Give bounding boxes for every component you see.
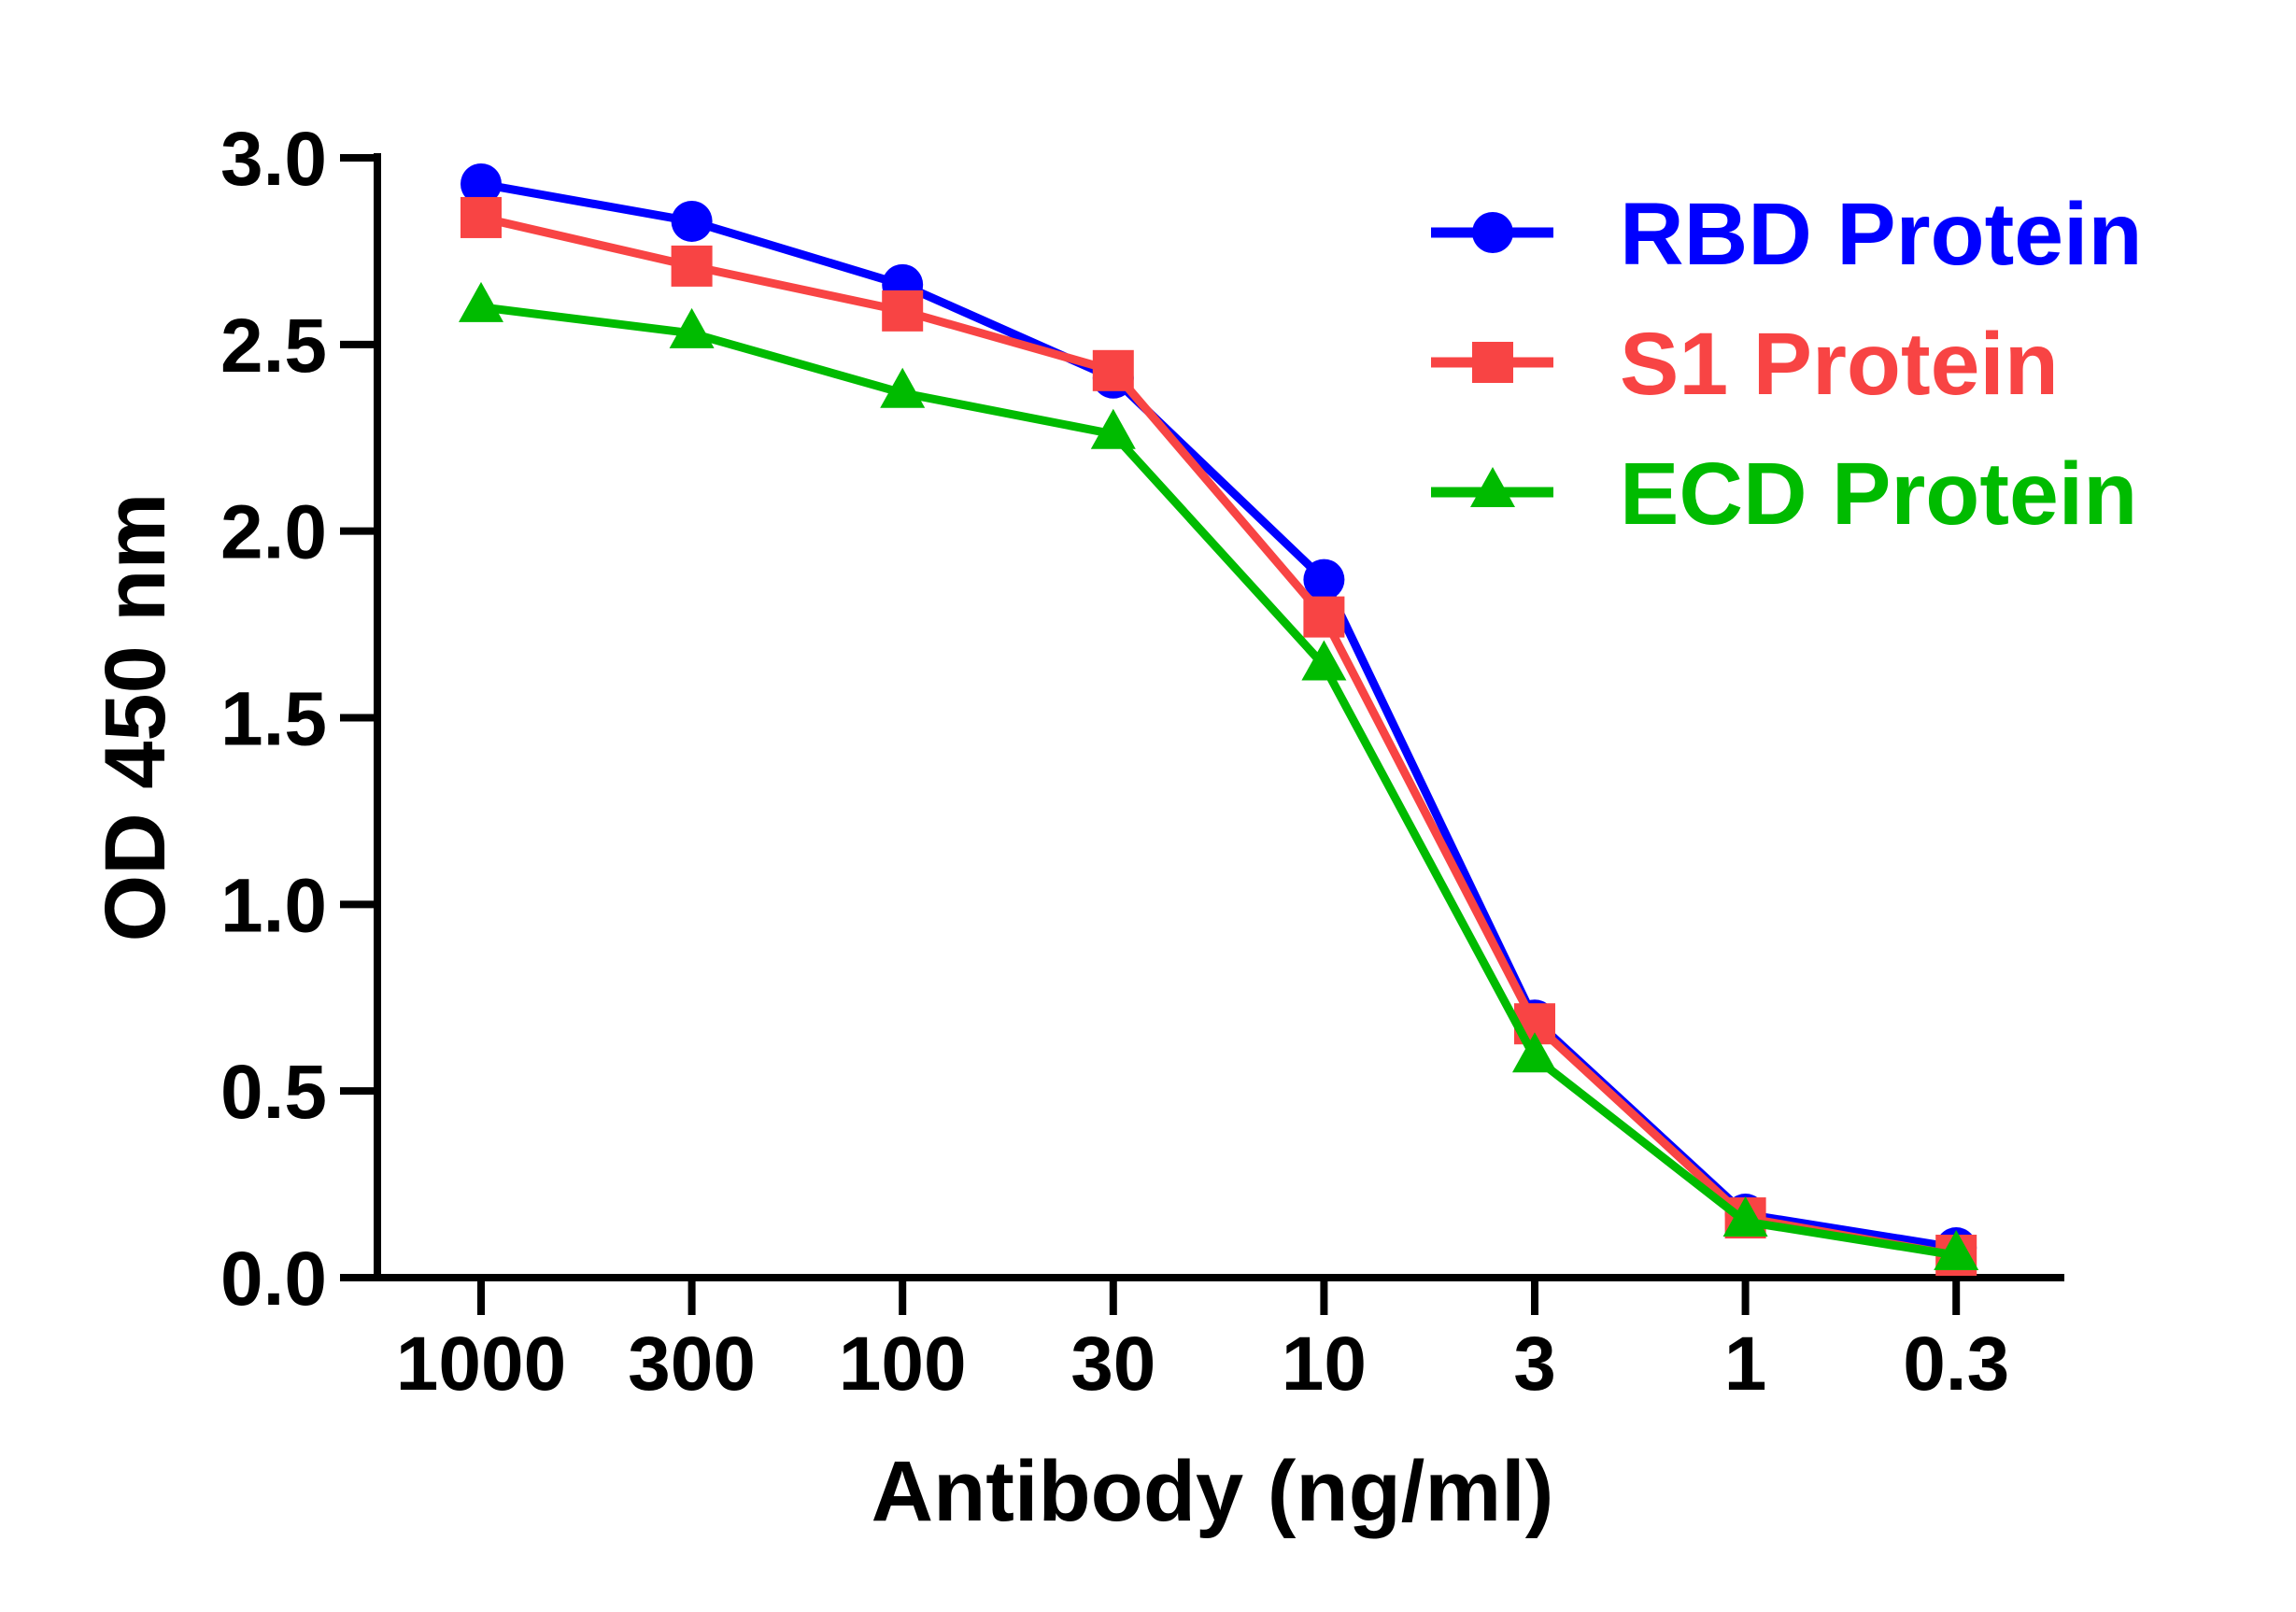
- legend: RBD Protein S1 Protein ECD Protein: [1431, 185, 2142, 544]
- data-point: [1301, 640, 1347, 681]
- x-tick-label: 300: [628, 1322, 756, 1407]
- data-point: [461, 196, 502, 238]
- legend-marker-triangle-icon: [1470, 467, 1515, 507]
- y-tick-label: 0.5: [220, 1050, 327, 1135]
- data-point: [459, 281, 503, 322]
- data-point: [882, 290, 924, 332]
- data-point: [1303, 559, 1345, 601]
- data-point: [461, 163, 502, 205]
- x-axis-title: Antibody (ng/ml): [872, 1444, 1554, 1539]
- x-tick-label: 100: [839, 1322, 967, 1407]
- legend-item: S1 Protein: [1431, 315, 2059, 414]
- series-line: [480, 303, 1957, 1260]
- legend-item: RBD Protein: [1431, 185, 2142, 284]
- series-line: [479, 213, 1957, 1260]
- legend-label: ECD Protein: [1620, 445, 2137, 544]
- data-point: [671, 200, 713, 242]
- data-point: [669, 307, 715, 348]
- legend-label: S1 Protein: [1620, 315, 2059, 414]
- legend-item: ECD Protein: [1431, 445, 2137, 544]
- y-tick-label: 1.5: [220, 677, 327, 762]
- data-point: [1934, 1230, 1979, 1271]
- legend-label: RBD Protein: [1620, 185, 2142, 284]
- x-tick-label: 10: [1282, 1322, 1367, 1407]
- y-axis-title: OD 450 nm: [88, 493, 183, 942]
- y-tick-label: 2.0: [220, 490, 327, 575]
- data-point: [1722, 1196, 1768, 1237]
- y-tick-label: 2.5: [220, 304, 327, 389]
- data-point: [671, 245, 713, 287]
- x-tick-label: 1000: [396, 1322, 566, 1407]
- x-tick-label: 3: [1513, 1322, 1556, 1407]
- y-tick-label: 3.0: [220, 117, 327, 202]
- x-tick-label: 0.3: [1903, 1322, 2009, 1407]
- data-point: [880, 367, 926, 408]
- data-point: [1090, 408, 1136, 449]
- legend-marker-square-icon: [1472, 342, 1513, 383]
- x-tick-label: 30: [1070, 1322, 1155, 1407]
- data-point: [1092, 349, 1134, 391]
- legend-marker-circle-icon: [1472, 212, 1513, 253]
- series-ecd-protein: [459, 281, 1979, 1271]
- series-s1-protein: [461, 196, 1977, 1277]
- y-tick-label: 1.0: [220, 863, 327, 948]
- y-tick-label: 0.0: [220, 1237, 327, 1322]
- data-point: [1512, 1032, 1557, 1073]
- x-tick-label: 1: [1724, 1322, 1767, 1407]
- data-point: [1303, 596, 1345, 638]
